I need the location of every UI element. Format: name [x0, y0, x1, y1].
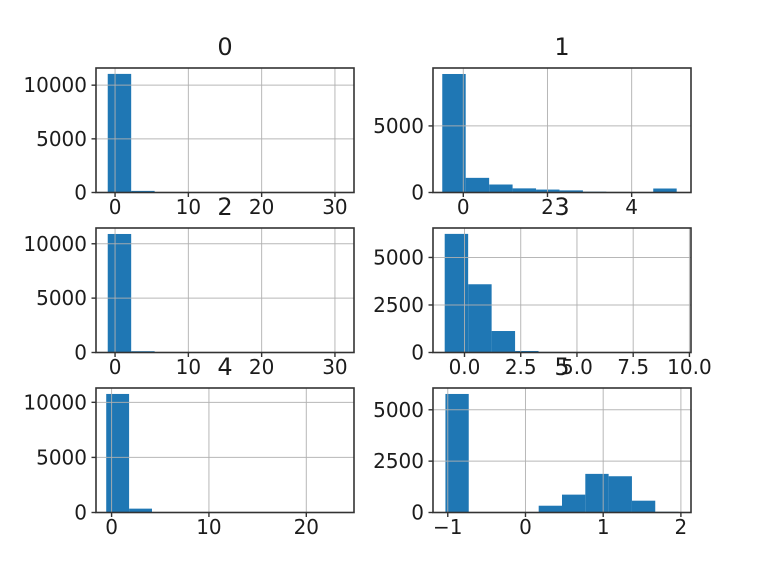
y-tick-label: 5000: [36, 127, 87, 151]
subplot-0: 0 10 20 30 0 5000 10000: [23, 67, 355, 219]
subplot-title-2: 2: [217, 193, 233, 221]
x-tick-label: 1: [597, 515, 610, 539]
x-tick-label: 0: [457, 195, 470, 219]
x-tick-label: 5.0: [561, 355, 593, 379]
axes-spines: [432, 227, 692, 354]
subplot-3: 0.0 2.5 5.0 7.5 10.0 0 2500 5000: [373, 227, 712, 379]
x-tick-label: 20: [294, 515, 319, 539]
subplot-title-3: 3: [554, 193, 570, 221]
y-tick-label: 10000: [23, 232, 87, 256]
y-tick-label: 10000: [23, 390, 87, 414]
subplot-4: 0 10 20 0 5000 10000: [23, 387, 355, 539]
y-tick-label: 2500: [373, 449, 424, 473]
y-tick-label: 0: [411, 341, 424, 365]
y-tick-label: 5000: [373, 245, 424, 269]
axes-spines: [432, 387, 692, 514]
x-tick-label: 2: [541, 195, 554, 219]
histogram-bar: [444, 233, 469, 353]
histogram-bar: [585, 473, 609, 513]
axes-spines: [95, 387, 355, 514]
x-tick-label: 10: [176, 195, 201, 219]
subplot-title-4: 4: [217, 353, 233, 381]
histogram-bar: [653, 188, 677, 193]
x-tick-label: 4: [625, 195, 638, 219]
subplot-2: 0 10 20 30 0 5000 10000: [23, 227, 355, 379]
histogram-bar: [489, 184, 513, 193]
y-tick-label: 5000: [36, 286, 87, 310]
x-tick-label: 20: [249, 355, 274, 379]
histogram-bar: [468, 284, 492, 353]
x-tick-label: 10: [196, 515, 221, 539]
histogram-bar: [608, 476, 632, 513]
subplot-title-1: 1: [554, 33, 570, 61]
histogram-bar: [106, 393, 130, 513]
x-tick-label: 30: [322, 195, 347, 219]
x-tick-label: 0: [519, 515, 532, 539]
y-tick-label: 0: [74, 181, 87, 205]
axes-background: [433, 388, 691, 513]
x-tick-label: 0: [109, 355, 122, 379]
histogram-bar: [491, 331, 516, 353]
histogram-bar: [442, 73, 466, 193]
histogram-bar: [465, 177, 490, 193]
x-tick-label: 20: [249, 195, 274, 219]
x-tick-label: 0: [109, 195, 122, 219]
axes-spines: [432, 67, 692, 194]
x-tick-label: 10: [176, 355, 201, 379]
y-tick-label: 0: [74, 341, 87, 365]
y-tick-label: 2500: [373, 293, 424, 317]
y-tick-label: 0: [411, 501, 424, 525]
histogram-bar: [131, 190, 155, 193]
axes-background: [96, 228, 354, 353]
histogram-bar: [107, 73, 132, 193]
axes-spines: [95, 67, 355, 194]
histogram-bar: [538, 505, 562, 513]
histogram-bar: [631, 500, 656, 513]
x-tick-label: 7.5: [617, 355, 649, 379]
histogram-bar: [445, 393, 469, 513]
y-tick-label: 5000: [36, 445, 87, 469]
subplot-title-0: 0: [217, 33, 233, 61]
x-tick-label: 30: [322, 355, 347, 379]
x-tick-label: 2.5: [505, 355, 537, 379]
histogram-bar: [107, 233, 132, 353]
x-tick-label: 2: [675, 515, 688, 539]
axes-background: [433, 68, 691, 193]
histogram-bar: [562, 494, 586, 513]
axes-spines: [95, 227, 355, 354]
axes-background: [96, 68, 354, 193]
x-tick-label: −1: [433, 515, 462, 539]
y-tick-label: 5000: [373, 114, 424, 138]
y-tick-label: 5000: [373, 398, 424, 422]
y-tick-label: 10000: [23, 73, 87, 97]
y-tick-label: 0: [411, 181, 424, 205]
x-tick-label: 0.0: [449, 355, 481, 379]
histogram-bar: [512, 188, 537, 193]
subplot-1: 0 2 4 0 5000: [373, 67, 692, 219]
x-tick-label: 10.0: [667, 355, 712, 379]
subplot-5: −1 0 1 2 0 2500 5000: [373, 387, 692, 539]
histogram-bar: [559, 190, 583, 193]
y-tick-label: 0: [74, 501, 87, 525]
x-tick-label: 0: [105, 515, 118, 539]
histogram-bar: [129, 508, 152, 513]
subplot-title-5: 5: [554, 353, 570, 381]
axes-background: [96, 388, 354, 513]
